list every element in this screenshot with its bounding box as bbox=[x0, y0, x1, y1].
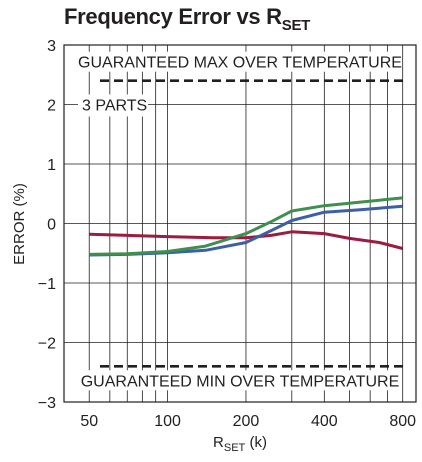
series-line-3 bbox=[89, 196, 403, 256]
y-tick-label: 2 bbox=[47, 98, 56, 115]
y-tick-label: −2 bbox=[38, 336, 56, 353]
x-tick-label: 100 bbox=[154, 413, 181, 430]
x-tick-label: 800 bbox=[389, 413, 416, 430]
y-tick-label: 1 bbox=[47, 157, 56, 174]
y-tick-label: 0 bbox=[47, 217, 56, 234]
y-axis-label: ERROR (%) bbox=[11, 183, 28, 265]
grid bbox=[64, 45, 416, 402]
plot-frame bbox=[63, 44, 417, 403]
limit-label-bg bbox=[81, 51, 399, 72]
y-tick-label: 3 bbox=[47, 38, 56, 55]
series-line-1 bbox=[89, 230, 404, 250]
series-lines bbox=[89, 196, 404, 257]
x-tick-labels: 50 100 200 400 800 bbox=[80, 413, 416, 430]
x-tick-label: 50 bbox=[80, 413, 98, 430]
y-tick-label: −1 bbox=[38, 276, 56, 293]
annotation-bg bbox=[78, 94, 148, 117]
y-tick-label: −3 bbox=[38, 395, 56, 412]
x-axis-label: RSET (k) bbox=[213, 434, 267, 454]
limit-lines: GUARANTEED MAX OVER TEMPERATURE GUARANTEE… bbox=[78, 51, 403, 391]
limit-label: GUARANTEED MIN OVER TEMPERATURE bbox=[81, 373, 400, 390]
x-tick-label: 400 bbox=[311, 413, 338, 430]
y-tick-labels: 3 2 1 0 −1 −2 −3 bbox=[38, 38, 56, 412]
x-tick-label: 200 bbox=[233, 413, 260, 430]
annotation-3-parts: 3 PARTS bbox=[82, 98, 147, 115]
chart-title: Frequency Error vs RSET bbox=[64, 4, 311, 34]
limit-label: GUARANTEED MAX OVER TEMPERATURE bbox=[78, 55, 402, 72]
limit-label-bg bbox=[81, 370, 399, 391]
